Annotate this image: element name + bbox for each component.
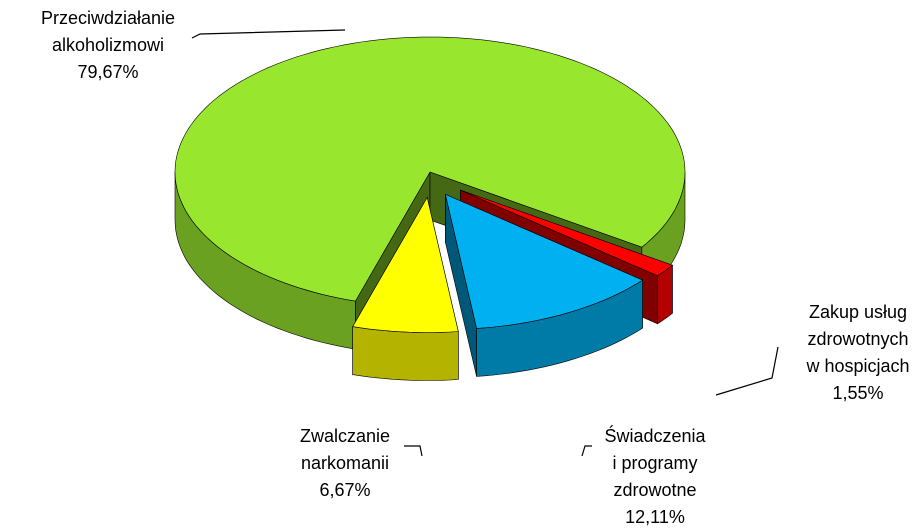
leader-line bbox=[715, 346, 779, 396]
value-label: 1,55% bbox=[832, 383, 883, 403]
category-line: Zakup usług bbox=[809, 302, 907, 322]
leader-line bbox=[191, 29, 346, 39]
category-line: w hospicjach bbox=[805, 356, 909, 376]
leader-line bbox=[404, 445, 423, 457]
category-line: zdrowotnych bbox=[807, 329, 908, 349]
slice bbox=[174, 36, 686, 302]
category-line: alkoholizmowi bbox=[52, 35, 164, 55]
category-line: Zwalczanie bbox=[300, 426, 390, 446]
category-line: Świadczenia bbox=[604, 425, 706, 446]
value-label: 12,11% bbox=[625, 507, 685, 527]
slice-side bbox=[352, 326, 459, 381]
slice bbox=[460, 189, 674, 277]
leader-line bbox=[581, 445, 592, 457]
category-label: Przeciwdziałanie alkoholizmowi bbox=[41, 8, 175, 55]
value-label: 6,67% bbox=[319, 480, 370, 500]
slice bbox=[352, 196, 459, 333]
category-label: Zwalczanie narkomanii bbox=[300, 426, 390, 473]
slice bbox=[444, 193, 644, 329]
category-line: Przeciwdziałanie bbox=[41, 8, 175, 28]
category-line: narkomanii bbox=[301, 453, 389, 473]
category-line: i programy bbox=[612, 453, 697, 473]
value-label: 79,67% bbox=[77, 62, 138, 82]
category-label: Świadczenia i programy zdrowotne bbox=[604, 425, 706, 500]
category-label: Zakup usług zdrowotnych w hospicjach bbox=[805, 302, 909, 376]
category-line: zdrowotne bbox=[613, 480, 696, 500]
